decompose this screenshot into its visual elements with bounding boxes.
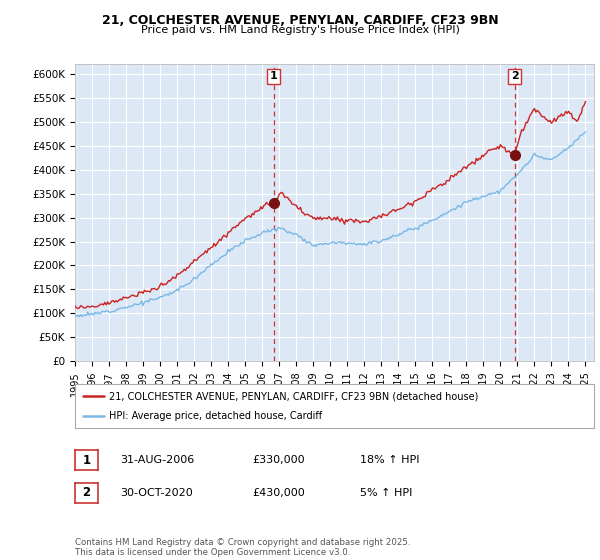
Text: 18% ↑ HPI: 18% ↑ HPI: [360, 455, 419, 465]
Text: Price paid vs. HM Land Registry's House Price Index (HPI): Price paid vs. HM Land Registry's House …: [140, 25, 460, 35]
Text: 5% ↑ HPI: 5% ↑ HPI: [360, 488, 412, 498]
Text: £330,000: £330,000: [252, 455, 305, 465]
Text: 21, COLCHESTER AVENUE, PENYLAN, CARDIFF, CF23 9BN (detached house): 21, COLCHESTER AVENUE, PENYLAN, CARDIFF,…: [109, 391, 478, 401]
Text: 2: 2: [82, 486, 91, 500]
Text: 30-OCT-2020: 30-OCT-2020: [120, 488, 193, 498]
Text: 2: 2: [511, 71, 518, 81]
Text: 1: 1: [82, 454, 91, 467]
Text: 1: 1: [270, 71, 277, 81]
Text: HPI: Average price, detached house, Cardiff: HPI: Average price, detached house, Card…: [109, 411, 322, 421]
Text: Contains HM Land Registry data © Crown copyright and database right 2025.
This d: Contains HM Land Registry data © Crown c…: [75, 538, 410, 557]
Text: £430,000: £430,000: [252, 488, 305, 498]
Text: 31-AUG-2006: 31-AUG-2006: [120, 455, 194, 465]
Text: 21, COLCHESTER AVENUE, PENYLAN, CARDIFF, CF23 9BN: 21, COLCHESTER AVENUE, PENYLAN, CARDIFF,…: [101, 14, 499, 27]
